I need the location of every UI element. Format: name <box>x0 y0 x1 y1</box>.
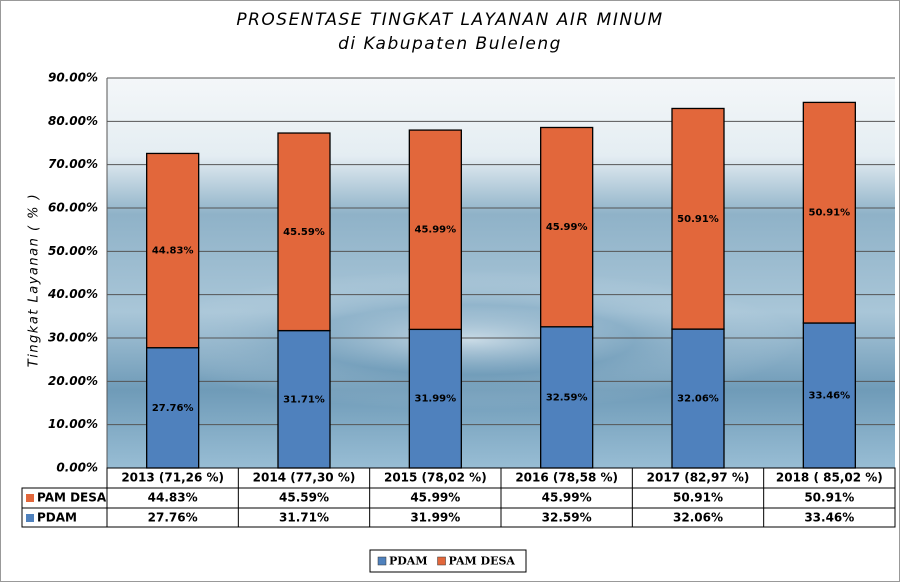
bar-segment <box>408 328 462 469</box>
table-row-label: PAM DESA <box>37 491 107 505</box>
data-label: 45.99% <box>546 222 588 233</box>
y-tick-label: 50.00% <box>48 244 98 258</box>
table-cell: 44.83% <box>148 491 198 505</box>
legend-swatch <box>377 556 387 566</box>
legend-label: PDAM <box>389 555 428 568</box>
table-cell: 31.99% <box>410 511 460 525</box>
bar-segment <box>540 126 594 328</box>
bar-segment <box>540 326 594 469</box>
table-swatch <box>26 514 34 522</box>
x-tick-label: 2014 (77,30 %) <box>253 471 356 485</box>
data-label: 45.99% <box>415 225 457 236</box>
y-tick-label: 80.00% <box>48 114 98 128</box>
y-tick-label: 10.00% <box>48 417 98 431</box>
data-label: 50.91% <box>677 214 719 225</box>
bar-segment <box>277 329 331 469</box>
y-tick-label: 60.00% <box>48 201 98 215</box>
bar-segment <box>146 152 200 349</box>
table-cell: 32.59% <box>542 511 592 525</box>
legend-label: PAM DESA <box>449 555 516 568</box>
x-tick-label: 2015 (78,02 %) <box>384 471 487 485</box>
data-label: 50.91% <box>809 208 851 219</box>
y-tick-label: 40.00% <box>47 287 98 301</box>
bar-segment <box>671 328 725 469</box>
bar-segment <box>671 107 725 330</box>
data-label: 32.06% <box>677 394 719 405</box>
table-row-label: PDAM <box>37 511 77 525</box>
bar-segment <box>277 132 331 332</box>
y-tick-label: 90.00% <box>48 71 98 85</box>
y-axis-label: Tingkat Layanan ( % ) <box>27 193 42 367</box>
data-label: 44.83% <box>152 246 194 257</box>
y-tick-label: 0.00% <box>56 461 98 475</box>
chart-subtitle: di Kabupaten Buleleng <box>338 34 562 54</box>
data-label: 27.76% <box>152 403 194 414</box>
legend-swatch <box>437 556 446 566</box>
data-label: 33.46% <box>809 391 851 402</box>
x-tick-label: 2018 ( 85,02 %) <box>776 471 883 485</box>
data-label: 31.71% <box>283 394 325 405</box>
table-cell: 50.91% <box>804 491 854 505</box>
bar-segment <box>146 347 200 469</box>
y-tick-label: 70.00% <box>48 157 98 171</box>
legend-box <box>369 549 527 573</box>
table-swatch <box>26 494 34 502</box>
y-tick-label: 30.00% <box>48 331 98 345</box>
table-cell: 32.06% <box>673 511 723 525</box>
table-cell: 45.99% <box>542 491 592 505</box>
data-label: 32.59% <box>546 392 588 403</box>
y-tick-label: 20.00% <box>48 374 98 388</box>
table-cell: 27.76% <box>148 511 198 525</box>
table-cell: 33.46% <box>804 511 854 525</box>
bar-segment <box>802 322 856 469</box>
table-cell: 50.91% <box>673 491 723 505</box>
table-cell: 45.99% <box>410 491 460 505</box>
x-tick-label: 2013 (71,26 %) <box>121 471 224 485</box>
table-cell: 31.71% <box>279 511 329 525</box>
bar-segment <box>802 101 856 324</box>
data-label: 45.59% <box>283 227 325 238</box>
data-label: 31.99% <box>415 394 457 405</box>
bar-segment <box>408 129 462 331</box>
x-tick-label: 2017 (82,97 %) <box>647 471 750 485</box>
table-cell: 45.59% <box>279 491 329 505</box>
chart-title: PROSENTASE TINGKAT LAYANAN AIR MINUM <box>236 10 663 30</box>
x-tick-label: 2016 (78,58 %) <box>515 471 618 485</box>
